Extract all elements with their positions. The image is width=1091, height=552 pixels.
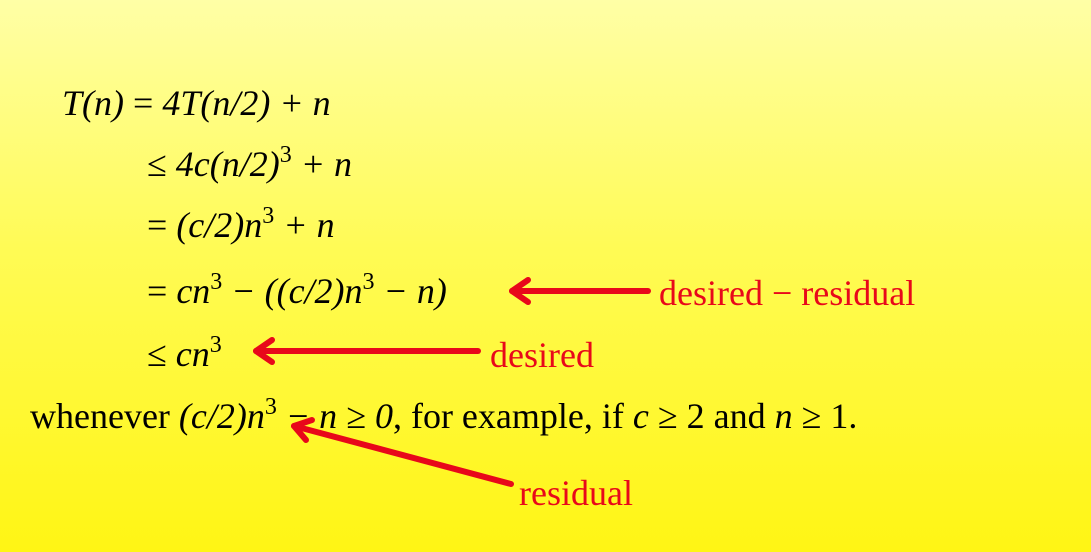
exponent-2: 3 [362,269,375,295]
relation-leq: ≤ [147,334,167,374]
rhs-expression: 4T(n/2) + n [162,83,331,123]
expression-part-a: 4c(n/2) [175,144,280,184]
condition-math-1: (c/2)n [178,396,265,436]
condition-math-2: − n ≥ 0 [276,396,393,436]
annotation-residual: residual [519,473,633,513]
relation-equals: = [147,271,168,311]
exponent: 3 [262,203,275,229]
relation-equals: = [147,205,168,245]
equation-line-5: ≤ cn3 [147,333,222,374]
exponent: 3 [209,332,222,358]
expression-part-b: + n [274,205,335,245]
arrow-desired-minus-residual-icon [509,277,651,305]
expression-part-b: − ((c/2)n [222,271,363,311]
arrow-desired-icon [253,337,481,365]
equation-line-3: = (c/2)n3 + n [147,204,335,245]
condition-var-n: n [774,396,793,436]
relation-leq: ≤ [147,144,167,184]
condition-text-4: ≥ 1. [792,396,858,436]
annotation-desired: desired [490,335,594,375]
relation-equals: = [133,83,154,123]
condition-text-3: ≥ 2 and [648,396,775,436]
exponent: 3 [279,142,292,168]
equation-line-4: = cn3 − ((c/2)n3 − n) [147,270,447,311]
lhs-term: T(n) [62,83,124,123]
condition-text-2: , for example, if [392,396,633,436]
expression-part-a: cn [175,334,210,374]
condition-text-1: whenever [30,396,179,436]
condition-var-c: c [632,396,649,436]
annotation-desired-minus-residual: desired − residual [659,273,916,313]
expression-part-c: − n) [374,271,447,311]
equation-line-2: ≤ 4c(n/2)3 + n [147,143,353,184]
exponent-1: 3 [210,269,223,295]
condition-exponent: 3 [264,394,277,420]
expression-part-a: (c/2)n [176,205,263,245]
expression-part-a: cn [176,271,211,311]
condition-line: whenever (c/2)n3 − n ≥ 0, for example, i… [30,395,858,436]
expression-part-b: + n [291,144,353,184]
equation-line-1: T(n) = 4T(n/2) + n [62,85,331,121]
